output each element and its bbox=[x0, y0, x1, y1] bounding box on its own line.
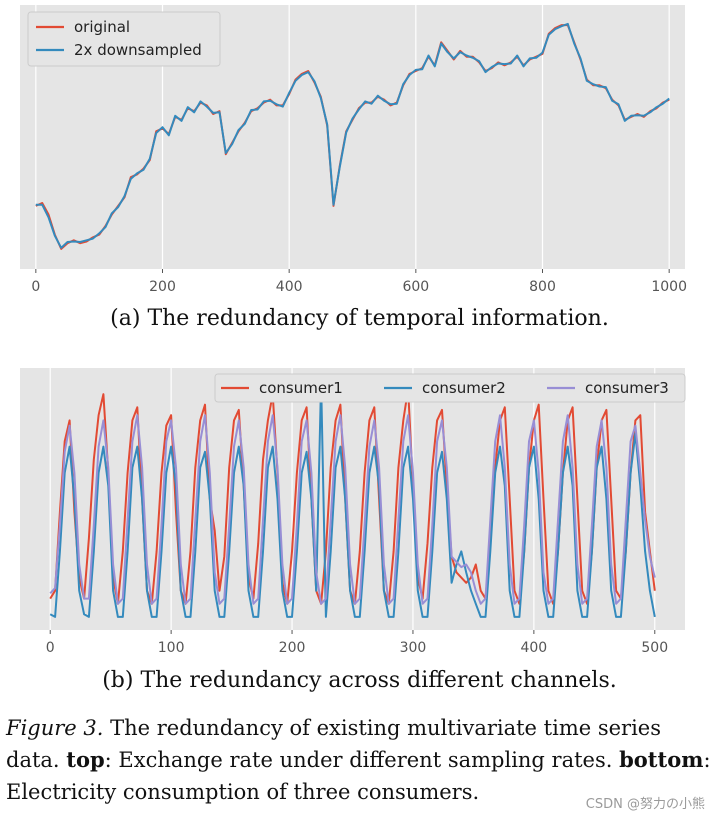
x-tick-label: 0 bbox=[31, 279, 40, 295]
legend: original 2x downsampled bbox=[27, 11, 221, 67]
series-line-consumer2 bbox=[49, 380, 656, 618]
x-tick-label: 600 bbox=[402, 279, 429, 295]
watermark: CSDN @努力の小熊 bbox=[585, 797, 705, 812]
top-label: top bbox=[66, 747, 105, 772]
legend-label: consumer2 bbox=[422, 379, 506, 397]
legend-label: consumer3 bbox=[585, 379, 669, 397]
legend-label: original bbox=[74, 18, 130, 36]
series-lines bbox=[35, 22, 670, 250]
x-tick-label: 200 bbox=[149, 279, 176, 295]
series-line-2x-downsampled bbox=[35, 22, 670, 249]
bottom-text: : Electricity consumption of three consu… bbox=[6, 748, 711, 804]
chart-electricity: 0 100 200 300 400 500 consumer1 consumer2 consu… bbox=[20, 368, 686, 656]
x-tick-label: 800 bbox=[529, 279, 556, 295]
legend-box bbox=[214, 373, 686, 403]
legend-box bbox=[27, 11, 221, 67]
subcaption-a: (a) The redundancy of temporal informati… bbox=[0, 306, 719, 331]
x-tick-label: 400 bbox=[520, 640, 547, 656]
x-tick-label: 1000 bbox=[651, 279, 687, 295]
subcaption-b-label: (b) bbox=[102, 668, 134, 693]
legend-label: 2x downsampled bbox=[74, 41, 202, 59]
legend: consumer1 consumer2 consumer3 bbox=[214, 373, 686, 403]
x-tick-labels: 0 200 400 600 800 1000 bbox=[31, 269, 687, 295]
x-tick-label: 300 bbox=[400, 640, 427, 656]
subcaption-a-text: The redundancy of temporal information. bbox=[147, 306, 609, 331]
bottom-label: bottom bbox=[619, 747, 704, 772]
figure-label: Figure 3. bbox=[6, 716, 104, 740]
x-tick-label: 400 bbox=[276, 279, 303, 295]
figure-caption: Figure 3. The redundancy of existing mul… bbox=[6, 712, 711, 808]
series-line-consumer3 bbox=[49, 414, 656, 605]
x-tick-label: 500 bbox=[641, 640, 668, 656]
top-text: : Exchange rate under different sampling… bbox=[104, 748, 620, 772]
subcaption-b: (b) The redundancy across different chan… bbox=[0, 668, 719, 693]
subcaption-b-text: The redundancy across different channels… bbox=[140, 668, 617, 693]
chart-exchange-rate: 0 200 400 600 800 1000 original 2x downsampled bbox=[20, 5, 687, 295]
x-tick-labels: 0 100 200 300 400 500 bbox=[46, 630, 668, 656]
x-tick-label: 100 bbox=[158, 640, 185, 656]
series-lines bbox=[49, 380, 656, 618]
figure-text: The redundancy of existing multivariate … bbox=[6, 716, 661, 772]
legend-label: consumer1 bbox=[259, 379, 343, 397]
subcaption-a-label: (a) bbox=[110, 306, 141, 331]
x-tick-label: 200 bbox=[279, 640, 306, 656]
x-tick-label: 0 bbox=[46, 640, 55, 656]
